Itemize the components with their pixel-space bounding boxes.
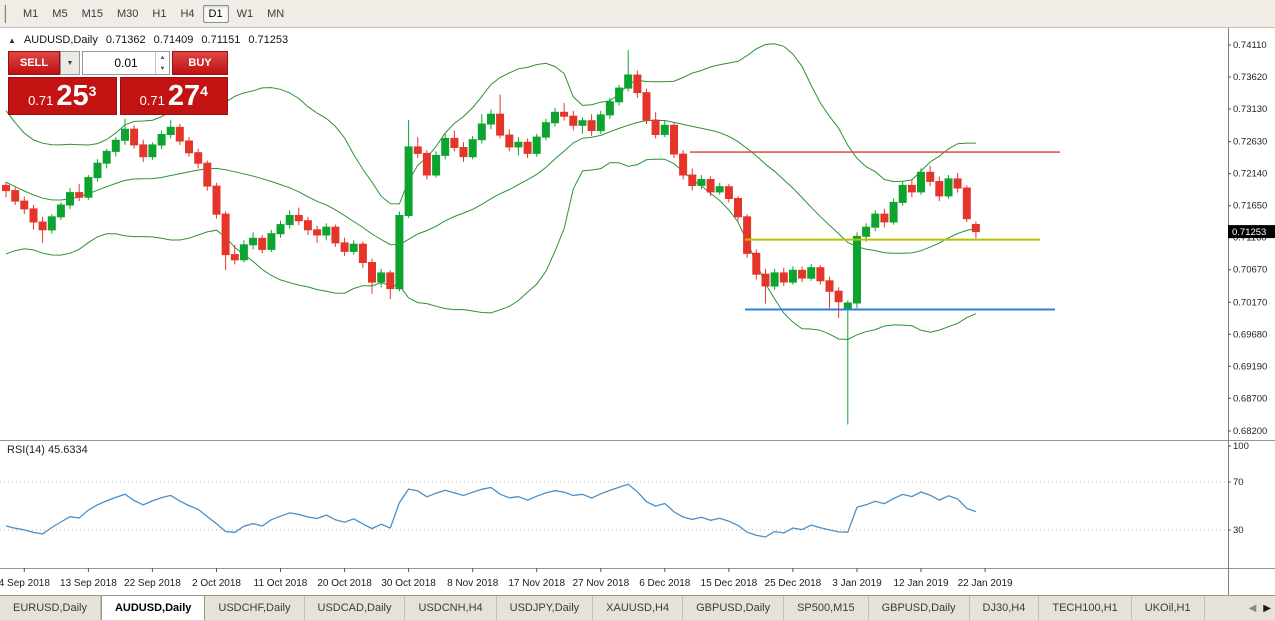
bid-price-big: 25 — [56, 79, 89, 112]
svg-text:15 Dec 2018: 15 Dec 2018 — [701, 578, 758, 589]
svg-text:0.68200: 0.68200 — [1233, 426, 1267, 437]
tab-usdcnh-h4[interactable]: USDCNH,H4 — [405, 596, 497, 620]
svg-text:4 Sep 2018: 4 Sep 2018 — [0, 578, 50, 589]
svg-text:100: 100 — [1233, 441, 1249, 452]
bid-price-button[interactable]: 0.71 25 3 — [8, 77, 117, 115]
svg-text:70: 70 — [1233, 477, 1244, 488]
tab-gbpusd-daily-2[interactable]: GBPUSD,Daily — [869, 596, 970, 620]
tab-scroll-right-icon[interactable]: ▶ — [1263, 602, 1271, 614]
svg-text:17 Nov 2018: 17 Nov 2018 — [508, 578, 565, 589]
price-chart[interactable]: 0.741100.736200.731300.726300.721400.716… — [0, 28, 1275, 595]
timeframe-mn-button[interactable]: MN — [267, 7, 285, 20]
buy-button[interactable]: BUY — [172, 51, 228, 75]
toolbar-drag-handle[interactable] — [4, 4, 9, 23]
timeframe-toolbar: M1 M5 M15 M30 H1 H4 D1 W1 MN — [0, 0, 1275, 28]
tab-usdjpy-daily[interactable]: USDJPY,Daily — [497, 596, 594, 620]
svg-text:22 Jan 2019: 22 Jan 2019 — [958, 578, 1013, 589]
volume-step-up-icon[interactable]: ▲ — [159, 54, 166, 61]
chart-tab-bar: EURUSD,Daily AUDUSD,Daily USDCHF,Daily U… — [0, 595, 1275, 620]
ask-price-pipette: 4 — [200, 83, 208, 99]
tab-sp500-m15[interactable]: SP500,M15 — [784, 596, 869, 620]
tab-scroll-left-icon[interactable]: ◀ — [1248, 602, 1257, 614]
svg-text:0.73130: 0.73130 — [1233, 104, 1267, 115]
svg-text:20 Oct 2018: 20 Oct 2018 — [317, 578, 372, 589]
svg-text:0.72140: 0.72140 — [1233, 169, 1267, 180]
ohlc-open: 0.71362 — [105, 34, 146, 46]
svg-text:25 Dec 2018: 25 Dec 2018 — [765, 578, 822, 589]
svg-text:22 Sep 2018: 22 Sep 2018 — [124, 578, 181, 589]
symbol-name: AUDUSD,Daily — [23, 34, 98, 46]
rsi-indicator-label: RSI(14) 45.6334 — [7, 444, 88, 456]
svg-text:0.68700: 0.68700 — [1233, 393, 1267, 404]
ohlc-low: 0.71151 — [201, 34, 241, 46]
bid-price-pipette: 3 — [88, 83, 97, 99]
tab-ukoil-h1[interactable]: UKOil,H1 — [1132, 596, 1205, 620]
tab-scroll-controls: ◀ ▶ — [1249, 596, 1271, 620]
svg-text:6 Dec 2018: 6 Dec 2018 — [639, 578, 691, 589]
symbol-ohlc-header: ▲ AUDUSD,Daily 0.71362 0.71409 0.71151 0… — [8, 34, 288, 46]
timeframe-m30-button[interactable]: M30 — [116, 7, 139, 20]
tab-audusd-daily[interactable]: AUDUSD,Daily — [100, 596, 206, 620]
svg-text:11 Oct 2018: 11 Oct 2018 — [254, 578, 308, 589]
tab-usdchf-daily[interactable]: USDCHF,Daily — [205, 596, 305, 620]
ask-price-big: 27 — [167, 79, 201, 112]
timeframe-h4-button[interactable]: H4 — [180, 7, 195, 20]
svg-text:0.69190: 0.69190 — [1233, 361, 1267, 372]
timeframe-w1-button[interactable]: W1 — [236, 7, 254, 20]
volume-stepper[interactable]: ▲ ▼ — [155, 52, 169, 74]
svg-text:0.71650: 0.71650 — [1233, 201, 1267, 212]
svg-text:30: 30 — [1233, 525, 1244, 536]
svg-text:13 Sep 2018: 13 Sep 2018 — [60, 578, 117, 589]
svg-text:0.74110: 0.74110 — [1233, 40, 1267, 51]
svg-text:0.73620: 0.73620 — [1233, 72, 1267, 83]
tab-tech100-h1[interactable]: TECH100,H1 — [1039, 596, 1132, 620]
timeframe-m15-button[interactable]: M15 — [81, 7, 103, 20]
one-click-trading-panel: SELL ▼ 0.01 ▲ ▼ BUY 0.71 25 3 0.71 27 4 — [8, 51, 228, 115]
timeframe-m1-button[interactable]: M1 — [23, 7, 39, 20]
ask-price-button[interactable]: 0.71 27 4 — [119, 77, 228, 115]
svg-text:3 Jan 2019: 3 Jan 2019 — [832, 578, 882, 589]
volume-input[interactable]: 0.01 ▲ ▼ — [82, 51, 170, 75]
svg-text:27 Nov 2018: 27 Nov 2018 — [572, 578, 629, 589]
tab-eurusd-daily[interactable]: EURUSD,Daily — [0, 596, 101, 620]
svg-text:30 Oct 2018: 30 Oct 2018 — [381, 578, 436, 589]
ohlc-high: 0.71409 — [153, 34, 194, 46]
timeframe-m5-button[interactable]: M5 — [52, 7, 68, 20]
ask-price-prefix: 0.71 — [139, 93, 165, 108]
tab-dj30-h4[interactable]: DJ30,H4 — [970, 596, 1040, 620]
tab-gbpusd-daily[interactable]: GBPUSD,Daily — [683, 596, 785, 620]
bid-price-prefix: 0.71 — [28, 93, 54, 108]
svg-text:0.69680: 0.69680 — [1233, 329, 1267, 340]
tab-xauusd-h4[interactable]: XAUUSD,H4 — [593, 596, 684, 620]
svg-text:8 Nov 2018: 8 Nov 2018 — [447, 578, 499, 589]
svg-text:0.70170: 0.70170 — [1233, 297, 1267, 308]
timeframe-d1-button[interactable]: D1 — [202, 4, 229, 23]
svg-text:0.72630: 0.72630 — [1233, 137, 1267, 148]
svg-text:12 Jan 2019: 12 Jan 2019 — [893, 578, 948, 589]
svg-text:0.71160: 0.71160 — [1233, 233, 1267, 244]
order-options-dropdown[interactable]: ▼ — [60, 51, 80, 75]
svg-text:0.70670: 0.70670 — [1233, 265, 1267, 276]
sell-button[interactable]: SELL — [8, 51, 60, 75]
ohlc-close: 0.71253 — [248, 34, 289, 46]
timeframe-h1-button[interactable]: H1 — [152, 7, 167, 20]
volume-step-down-icon[interactable]: ▼ — [159, 65, 166, 72]
svg-text:2 Oct 2018: 2 Oct 2018 — [192, 578, 241, 589]
tab-usdcad-daily[interactable]: USDCAD,Daily — [305, 596, 406, 620]
volume-value: 0.01 — [114, 56, 138, 70]
one-click-toggle-icon[interactable]: ▲ — [8, 35, 16, 45]
svg-text:0.71253: 0.71253 — [1232, 227, 1266, 238]
